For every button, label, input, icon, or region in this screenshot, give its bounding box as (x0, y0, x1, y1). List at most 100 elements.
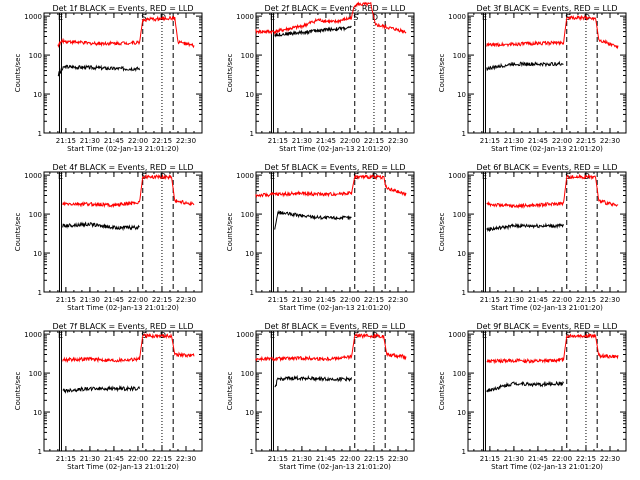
panel-title: Det 4f BLACK = Events, RED = LLD (52, 163, 193, 172)
y-tick-label: 1000 (236, 13, 254, 21)
marker-letter: S (565, 331, 570, 340)
x-tick-label: 21:45 (104, 296, 124, 304)
x-tick-label: 22:00 (552, 296, 572, 304)
red-series-line (486, 173, 619, 209)
x-tick-label: 21:30 (292, 137, 312, 145)
x-tick-label: 22:30 (176, 137, 196, 145)
x-tick-label: 22:30 (176, 296, 196, 304)
x-tick-label: 21:30 (80, 137, 100, 145)
x-axis-label: Start Time (02-Jan-13 21:01:20) (279, 145, 391, 153)
x-tick-label: 22:15 (152, 455, 172, 463)
y-tick-label: 1000 (24, 172, 42, 180)
black-series-line (274, 374, 352, 388)
red-series-line (62, 332, 195, 364)
y-tick-label: 1000 (448, 172, 466, 180)
x-tick-label: 21:15 (268, 296, 288, 304)
y-tick-label: 10 (245, 250, 254, 258)
x-tick-label: 21:45 (104, 455, 124, 463)
x-tick-label: 21:30 (504, 455, 524, 463)
marker-letter: E (270, 13, 275, 22)
y-tick-label: 1 (250, 130, 254, 138)
marker-letter: E (58, 13, 63, 22)
marker-letter: E (482, 172, 487, 181)
x-tick-label: 21:15 (56, 137, 76, 145)
x-tick-label: 22:00 (340, 296, 360, 304)
y-tick-label: 1 (462, 289, 466, 297)
y-tick-label: 10 (457, 91, 466, 99)
x-tick-label: 21:45 (528, 296, 548, 304)
y-tick-label: 1000 (448, 331, 466, 339)
x-tick-label: 21:15 (268, 137, 288, 145)
black-series-line (274, 209, 352, 230)
y-tick-label: 10 (33, 91, 42, 99)
y-tick-label: 10 (245, 91, 254, 99)
y-tick-label: 100 (241, 370, 254, 378)
detector-panel-4: Det 4f BLACK = Events, RED = LLD 1 10 100 10… (14, 163, 203, 312)
x-axis-label: Start Time (02-Jan-13 21:01:20) (67, 304, 179, 312)
panel-title: Det 3f BLACK = Events, RED = LLD (476, 4, 617, 13)
y-tick-label: 10 (33, 250, 42, 258)
x-axis-label: Start Time (02-Jan-13 21:01:20) (491, 304, 603, 312)
detector-panel-6: Det 6f BLACK = Events, RED = LLD 1 10 100 10… (438, 163, 627, 312)
x-tick-label: 21:30 (80, 296, 100, 304)
x-tick-label: 21:30 (504, 137, 524, 145)
y-axis-label: Counts/sec (438, 54, 446, 93)
x-tick-label: 22:00 (340, 137, 360, 145)
detector-panel-8: Det 8f BLACK = Events, RED = LLD 1 10 100 10… (226, 322, 415, 471)
plot-frame (43, 12, 203, 134)
detector-panel-7: Det 7f BLACK = Events, RED = LLD 1 10 100 10… (14, 322, 203, 471)
y-tick-label: 100 (453, 52, 466, 60)
y-tick-label: 1 (250, 289, 254, 297)
x-tick-label: 22:15 (364, 296, 384, 304)
y-tick-label: 1 (38, 289, 42, 297)
marker-letter: E (58, 172, 63, 181)
red-series-line (57, 15, 195, 49)
y-tick-label: 10 (457, 250, 466, 258)
x-tick-label: 22:15 (364, 455, 384, 463)
plot-frame (255, 171, 415, 293)
red-series-line (486, 14, 619, 50)
black-series-line (57, 64, 140, 77)
marker-letter: E (58, 331, 63, 340)
x-tick-label: 21:45 (316, 455, 336, 463)
x-axis-label: Start Time (02-Jan-13 21:01:20) (491, 145, 603, 153)
red-series-line (486, 332, 619, 365)
marker-letter: S (141, 13, 146, 22)
x-tick-label: 21:15 (480, 296, 500, 304)
x-tick-label: 21:15 (480, 455, 500, 463)
red-series-line (62, 173, 195, 209)
x-axis-label: Start Time (02-Jan-13 21:01:20) (67, 463, 179, 471)
x-tick-label: 21:15 (480, 137, 500, 145)
panel-title: Det 5f BLACK = Events, RED = LLD (264, 163, 405, 172)
x-tick-label: 21:15 (56, 296, 76, 304)
x-axis-label: Start Time (02-Jan-13 21:01:20) (491, 463, 603, 471)
x-tick-label: 22:00 (128, 296, 148, 304)
y-axis-label: Counts/sec (14, 372, 22, 411)
plot-frame (255, 12, 415, 134)
marker-letter: E (270, 172, 275, 181)
y-tick-label: 1 (250, 448, 254, 456)
plot-frame (467, 12, 627, 134)
x-tick-label: 21:15 (56, 455, 76, 463)
marker-letter: E (270, 331, 275, 340)
y-tick-label: 1000 (236, 172, 254, 180)
x-tick-label: 21:45 (528, 137, 548, 145)
red-series-line (255, 173, 407, 199)
x-tick-label: 21:30 (504, 296, 524, 304)
marker-letter: S (141, 172, 146, 181)
y-tick-label: 100 (453, 370, 466, 378)
black-series-line (62, 384, 140, 394)
plot-frame (255, 330, 415, 452)
panel-title: Det 6f BLACK = Events, RED = LLD (476, 163, 617, 172)
x-tick-label: 21:45 (528, 455, 548, 463)
black-series-line (486, 60, 564, 72)
x-tick-label: 22:30 (600, 137, 620, 145)
x-tick-label: 22:00 (552, 455, 572, 463)
x-tick-label: 21:15 (268, 455, 288, 463)
red-series-line (255, 332, 407, 363)
detector-panel-3: Det 3f BLACK = Events, RED = LLD 1 10 100 10… (438, 4, 627, 153)
marker-letter: S (353, 13, 358, 22)
x-tick-label: 22:00 (128, 137, 148, 145)
x-tick-label: 22:30 (388, 455, 408, 463)
